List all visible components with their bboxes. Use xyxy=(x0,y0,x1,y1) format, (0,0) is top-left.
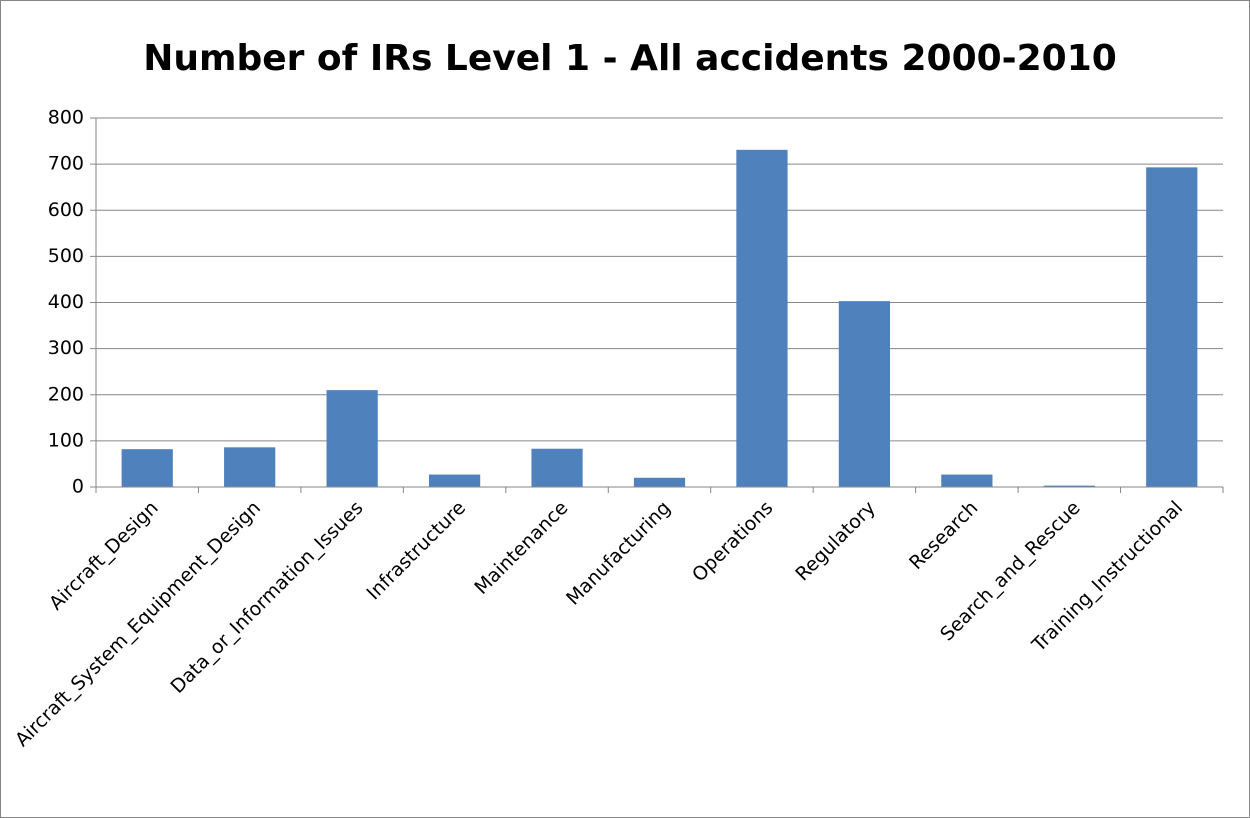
y-tick-label: 500 xyxy=(48,245,84,267)
y-tick-label: 200 xyxy=(48,383,84,405)
y-tick-label: 800 xyxy=(48,107,84,129)
bar xyxy=(941,474,993,487)
y-tick-label: 400 xyxy=(48,291,84,313)
bar xyxy=(224,447,276,487)
bar xyxy=(428,474,481,487)
y-tick-label: 100 xyxy=(48,429,84,451)
y-tick-label: 0 xyxy=(72,476,84,498)
bar xyxy=(326,390,378,487)
y-tick-label: 700 xyxy=(48,153,84,175)
chart-title: Number of IRs Level 1 - All accidents 20… xyxy=(143,38,1117,79)
bar xyxy=(838,301,891,487)
bar xyxy=(1043,485,1095,487)
bar xyxy=(736,149,788,488)
bar xyxy=(1146,167,1198,487)
bar xyxy=(121,449,173,487)
bar xyxy=(531,448,583,487)
y-tick-label: 600 xyxy=(48,199,84,221)
y-tick-label: 300 xyxy=(48,337,84,359)
bar xyxy=(633,477,686,487)
